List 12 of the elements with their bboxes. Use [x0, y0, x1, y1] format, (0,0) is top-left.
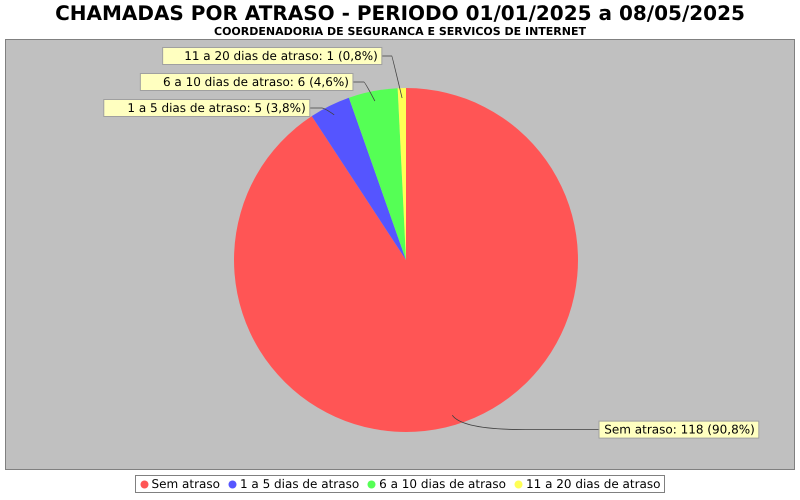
data-label: 1 a 5 dias de atraso: 5 (3,8%)	[127, 101, 306, 115]
pie-slice	[348, 88, 406, 260]
legend-label: 6 a 10 dias de atraso	[379, 477, 506, 491]
chart-subtitle: COORDENADORIA DE SEGURANCA E SERVICOS DE INTERNET	[213, 25, 587, 39]
data-label: Sem atraso: 118 (90,8%)	[604, 422, 755, 437]
legend-label: 1 a 5 dias de atraso	[240, 477, 360, 491]
legend-label: Sem atraso	[152, 477, 220, 491]
data-label: 11 a 20 dias de atraso: 1 (0,8%)	[184, 49, 378, 63]
chart-title: CHAMADAS POR ATRASO - PERIODO 01/01/2025 a 08/05/2025	[54, 1, 746, 25]
legend-label: 11 a 20 dias de atraso	[526, 477, 660, 491]
pie-slice	[312, 98, 406, 260]
data-label: 6 a 10 dias de atraso: 6 (4,6%)	[162, 75, 349, 89]
